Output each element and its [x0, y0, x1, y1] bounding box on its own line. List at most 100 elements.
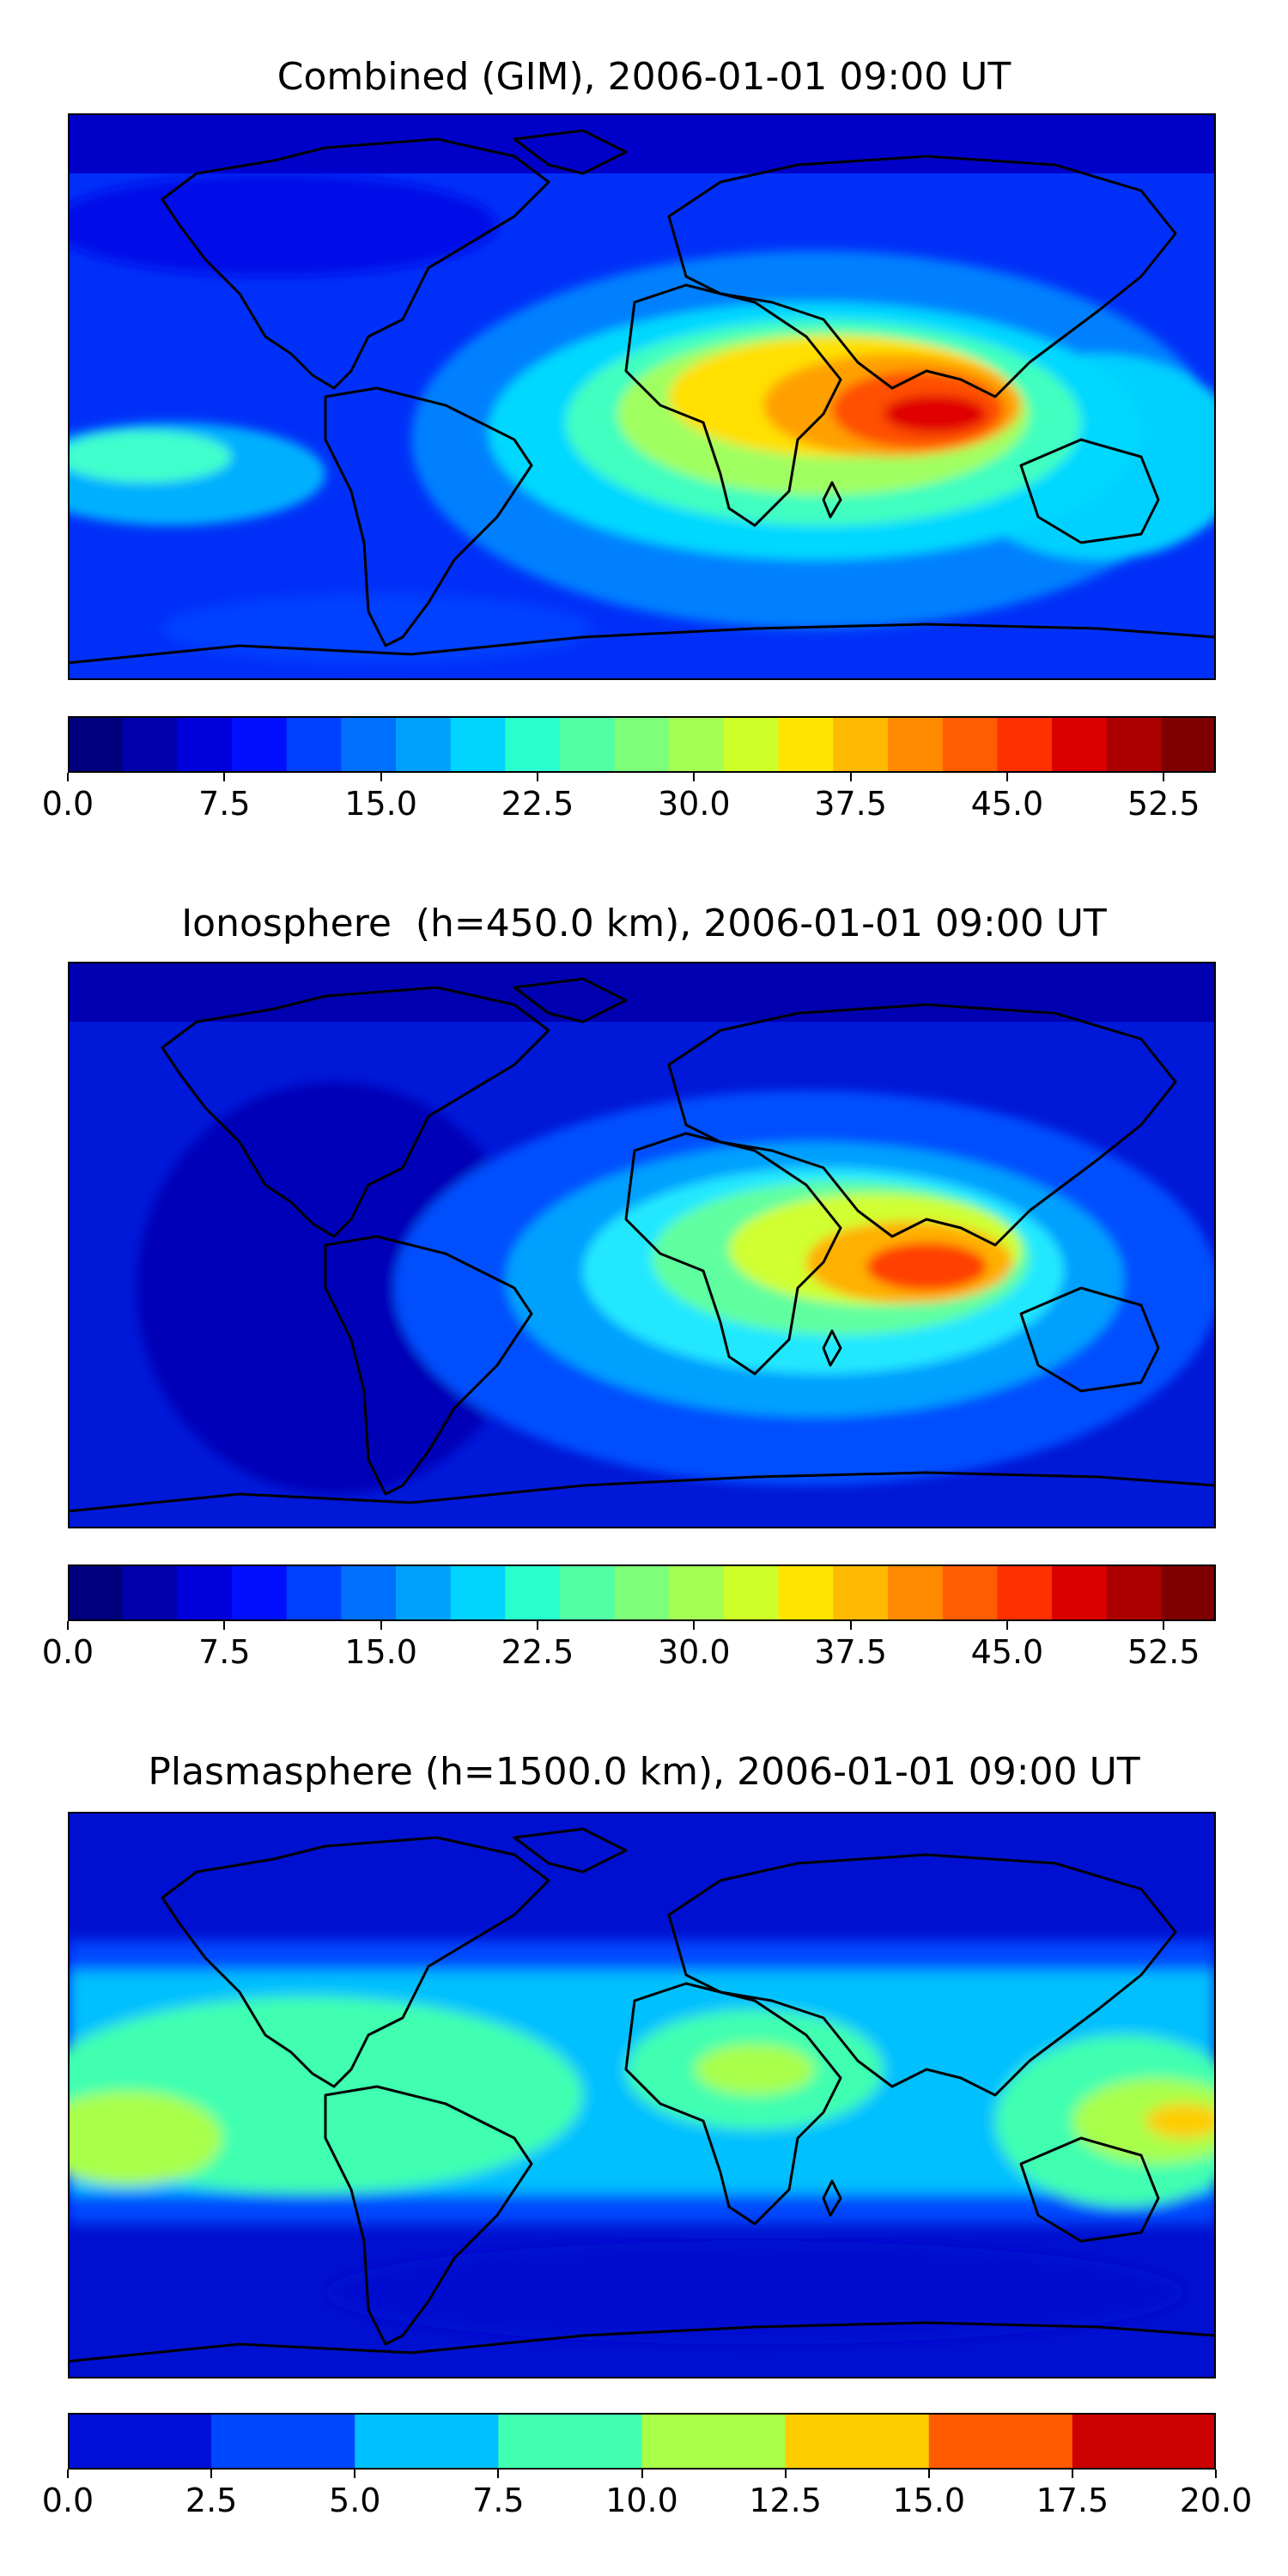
- colorbar-swatch: [355, 2413, 499, 2470]
- colorbar-tick-mark: [497, 2470, 500, 2478]
- panel-title-ionosphere: Ionosphere (h=450.0 km), 2006-01-01 09:0…: [181, 902, 1107, 945]
- colorbar-swatch: [341, 1564, 397, 1621]
- colorbar-tick-mark: [210, 2470, 213, 2478]
- colorbar-swatch: [68, 1564, 124, 1621]
- colorbar-tick-label: 37.5: [814, 785, 887, 823]
- colorbar-swatch: [122, 1564, 178, 1621]
- colorbar-tick-mark: [1163, 1621, 1165, 1630]
- map-plasmasphere: [68, 1812, 1216, 2379]
- colorbar-tick-label: 52.5: [1127, 785, 1200, 823]
- colorbar-swatch: [778, 716, 834, 773]
- colorbar-swatch: [997, 716, 1053, 773]
- colorbar-tick-label: 7.5: [198, 785, 251, 823]
- colorbar-tick-label: 20.0: [1179, 2482, 1253, 2519]
- map-combined: [68, 113, 1216, 680]
- colorbar-swatch: [122, 716, 178, 773]
- colorbar-swatch: [341, 716, 397, 773]
- colorbar-swatch: [450, 716, 506, 773]
- colorbar-swatch: [505, 716, 561, 773]
- colorbar-tick-label: 0.0: [41, 2482, 94, 2519]
- colorbar-tick-label: 0.0: [41, 785, 94, 823]
- colorbar-swatch: [68, 716, 124, 773]
- colorbar-swatch: [396, 716, 452, 773]
- colorbar-swatch: [942, 716, 998, 773]
- colorbar-tick-mark: [1163, 773, 1165, 781]
- colorbar-swatch: [888, 1564, 944, 1621]
- colorbar-swatch: [785, 2413, 930, 2470]
- colorbar-tick-label: 30.0: [657, 1633, 731, 1671]
- colorbar-tick-label: 0.0: [41, 1633, 94, 1671]
- colorbar-tick-label: 17.5: [1036, 2482, 1109, 2519]
- colorbar-tick-label: 45.0: [970, 785, 1044, 823]
- colorbar-tick-mark: [67, 2470, 69, 2478]
- colorbar-combined: [68, 716, 1216, 773]
- colorbar-swatch: [942, 1564, 998, 1621]
- colorbar-tick-label: 45.0: [970, 1633, 1044, 1671]
- colorbar-tick-label: 12.5: [749, 2482, 822, 2519]
- map-ionosphere: [68, 962, 1216, 1528]
- colorbar-tick-mark: [536, 773, 538, 781]
- colorbar-ionosphere: [68, 1564, 1216, 1621]
- colorbar-swatch: [833, 1564, 889, 1621]
- colorbar-swatch: [778, 1564, 834, 1621]
- colorbar-tick-label: 15.0: [892, 2482, 966, 2519]
- colorbar-swatch: [232, 716, 288, 773]
- colorbar-tick-label: 2.5: [185, 2482, 238, 2519]
- colorbar-swatch: [68, 2413, 212, 2470]
- colorbar-swatch: [211, 2413, 355, 2470]
- colorbar-swatch: [505, 1564, 561, 1621]
- panel-title-combined: Combined (GIM), 2006-01-01 09:00 UT: [276, 55, 1012, 99]
- colorbar-tick-mark: [927, 2470, 930, 2478]
- colorbar-tick-mark: [536, 1621, 538, 1630]
- colorbar-swatch: [997, 1564, 1053, 1621]
- colorbar-tick-label: 7.5: [472, 2482, 525, 2519]
- colorbar-swatch: [669, 716, 725, 773]
- colorbar-swatch: [232, 1564, 288, 1621]
- panel-title-plasmasphere: Plasmasphere (h=1500.0 km), 2006-01-01 0…: [148, 1750, 1140, 1794]
- colorbar-swatch: [450, 1564, 506, 1621]
- colorbar-swatch: [928, 2413, 1073, 2470]
- colorbar-tick-label: 5.0: [329, 2482, 381, 2519]
- colorbar-tick-label: 22.5: [501, 1633, 574, 1671]
- colorbar-swatch: [560, 1564, 616, 1621]
- colorbar-tick-mark: [849, 773, 852, 781]
- colorbar-tick-label: 30.0: [657, 785, 731, 823]
- colorbar-swatch: [1161, 716, 1216, 773]
- colorbar-tick-mark: [1215, 2470, 1217, 2478]
- colorbar-tick-label: 7.5: [198, 1633, 251, 1671]
- colorbar-tick-mark: [849, 1621, 852, 1630]
- colorbar-swatch: [724, 1564, 780, 1621]
- colorbar-tick-mark: [67, 773, 69, 781]
- colorbar-swatch: [177, 1564, 233, 1621]
- colorbar-swatch: [614, 716, 670, 773]
- colorbar-swatch: [888, 716, 944, 773]
- colorbar-swatch: [1072, 2413, 1216, 2470]
- colorbar-tick-label: 22.5: [501, 785, 574, 823]
- colorbar-swatch: [724, 716, 780, 773]
- colorbar-swatch: [669, 1564, 725, 1621]
- colorbar-swatch: [833, 716, 889, 773]
- colorbar-swatch: [1106, 1564, 1162, 1621]
- colorbar-swatch: [1052, 1564, 1108, 1621]
- colorbar-swatch: [1161, 1564, 1216, 1621]
- colorbar-tick-mark: [67, 1621, 69, 1630]
- colorbar-swatch: [560, 716, 616, 773]
- colorbar-tick-mark: [641, 2470, 643, 2478]
- colorbar-tick-mark: [693, 773, 696, 781]
- colorbar-swatch: [498, 2413, 643, 2470]
- colorbar-tick-mark: [380, 773, 382, 781]
- colorbar-tick-mark: [1005, 773, 1008, 781]
- colorbar-tick-mark: [223, 1621, 226, 1630]
- colorbar-tick-mark: [354, 2470, 356, 2478]
- colorbar-tick-label: 37.5: [814, 1633, 887, 1671]
- colorbar-tick-label: 10.0: [605, 2482, 678, 2519]
- colorbar-swatch: [1106, 716, 1162, 773]
- colorbar-tick-mark: [223, 773, 226, 781]
- colorbar-plasmasphere: [68, 2413, 1216, 2470]
- colorbar-swatch: [396, 1564, 452, 1621]
- colorbar-swatch: [286, 1564, 342, 1621]
- colorbar-tick-mark: [1005, 1621, 1008, 1630]
- colorbar-swatch: [641, 2413, 787, 2470]
- colorbar-tick-mark: [380, 1621, 382, 1630]
- colorbar-swatch: [614, 1564, 670, 1621]
